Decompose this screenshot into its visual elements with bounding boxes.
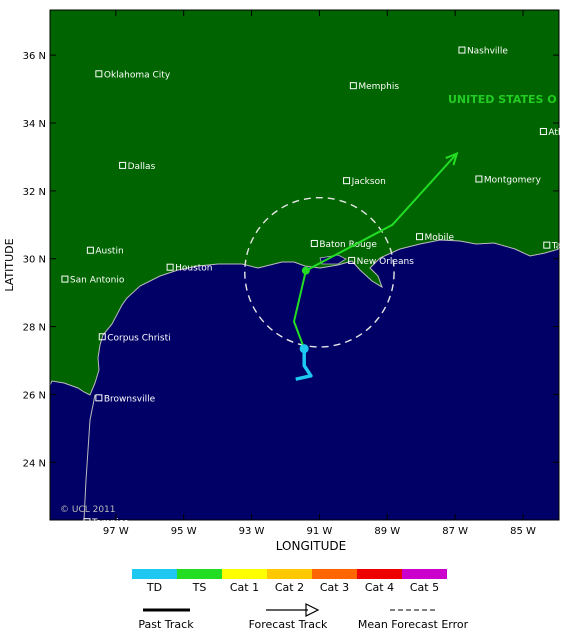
city-marker	[348, 256, 356, 264]
lon-tick-label: 89 W	[374, 526, 400, 537]
gulf-of-mexico	[50, 239, 559, 520]
city-marker	[86, 246, 94, 254]
lat-tick-label: 30 N	[23, 255, 46, 266]
category-label: Cat 5	[410, 581, 439, 594]
city-label: Houston	[175, 264, 212, 274]
category-swatch	[132, 569, 177, 579]
copyright-label: © UCL 2011	[60, 505, 116, 515]
city-label: Memphis	[358, 82, 399, 92]
category-label: TD	[146, 581, 162, 594]
lat-tick-label: 28 N	[23, 323, 46, 334]
category-swatch	[357, 569, 402, 579]
axis-ticks: 36 N 34 N 32 N 30 N 28 N 26 N 24 N 97 W 95 W 93 W…	[23, 10, 559, 537]
lon-tick-label: 87 W	[442, 526, 468, 537]
lon-tick-label: 85 W	[510, 526, 536, 537]
city-marker	[310, 239, 318, 247]
city-marker	[458, 46, 466, 54]
lat-tick-label: 24 N	[23, 458, 46, 469]
category-swatch	[402, 569, 447, 579]
city-label: Brownsville	[104, 394, 156, 404]
city-marker	[98, 333, 106, 341]
forecast-arrow-icon	[445, 151, 459, 166]
category-swatch	[312, 569, 357, 579]
lon-tick-label: 93 W	[239, 526, 265, 537]
category-legend: TD TS Cat 1 Cat 2 Cat 3 Cat 4 Cat 5	[132, 569, 447, 594]
city-label: Tampico	[91, 518, 129, 528]
city-marker	[61, 275, 69, 283]
city-label: Mobile	[425, 233, 455, 243]
error-legend-label: Mean Forecast Error	[358, 618, 469, 631]
forecast-arrow-icon	[305, 603, 320, 617]
city-label: Nashville	[467, 47, 508, 57]
city-label: Oklahoma City	[104, 70, 171, 80]
city-marker	[475, 175, 483, 183]
x-axis-title: LONGITUDE	[276, 539, 346, 553]
current-position-marker	[299, 344, 309, 354]
city-label: Dallas	[128, 162, 156, 172]
category-label: Cat 2	[275, 581, 304, 594]
city-marker	[95, 394, 103, 402]
past-track-legend-label: Past Track	[138, 618, 194, 631]
category-label: Cat 4	[365, 581, 394, 594]
y-axis-title: LATITUDE	[3, 238, 16, 291]
city-label: Corpus Christi	[107, 333, 170, 343]
forecast-error-circle	[244, 196, 395, 348]
city-label: Baton Rouge	[319, 240, 377, 250]
city-label: New Orleans	[357, 257, 415, 267]
city-marker	[95, 70, 103, 78]
city-marker	[539, 127, 547, 135]
plot-frame	[49, 9, 560, 521]
lat-tick-label: 34 N	[23, 119, 46, 130]
city-label: San Antonio	[70, 276, 125, 286]
category-label: Cat 1	[230, 581, 259, 594]
category-swatch	[177, 569, 222, 579]
city-marker	[416, 233, 424, 241]
map-plot-area	[50, 10, 559, 520]
past-track-line	[295, 352, 313, 381]
forecast-track-legend-label: Forecast Track	[249, 618, 328, 631]
country-label: UNITED STATES O	[448, 93, 557, 106]
city-marker	[119, 161, 127, 169]
lon-tick-label: 91 W	[307, 526, 333, 537]
lon-tick-label: 97 W	[103, 526, 129, 537]
lat-tick-label: 36 N	[23, 51, 46, 62]
city-marker	[343, 177, 351, 185]
category-label: TS	[192, 581, 207, 594]
mexico-coast	[83, 394, 96, 520]
storm-track-layer	[244, 151, 459, 381]
city-label: Austin	[95, 247, 123, 257]
city-label: Montgomery	[484, 175, 542, 185]
city-marker	[166, 263, 174, 271]
category-swatch	[222, 569, 267, 579]
city-marker	[83, 518, 91, 526]
lat-tick-label: 26 N	[23, 390, 46, 401]
track-legend: Past Track Forecast Track Mean Forecast …	[138, 603, 469, 631]
city-marker	[349, 82, 357, 90]
category-label: Cat 3	[320, 581, 349, 594]
category-swatch	[267, 569, 312, 579]
city-label: Tallahassee	[551, 242, 580, 252]
lat-tick-label: 32 N	[23, 187, 46, 198]
city-label: Atlanta	[548, 128, 580, 138]
city-marker	[543, 241, 551, 249]
cities-layer: Nashville Oklahoma City Memphis Atlanta Dall…	[61, 46, 580, 528]
city-label: Jackson	[351, 177, 386, 187]
forecast-position-marker	[301, 266, 310, 275]
lon-tick-label: 95 W	[171, 526, 197, 537]
